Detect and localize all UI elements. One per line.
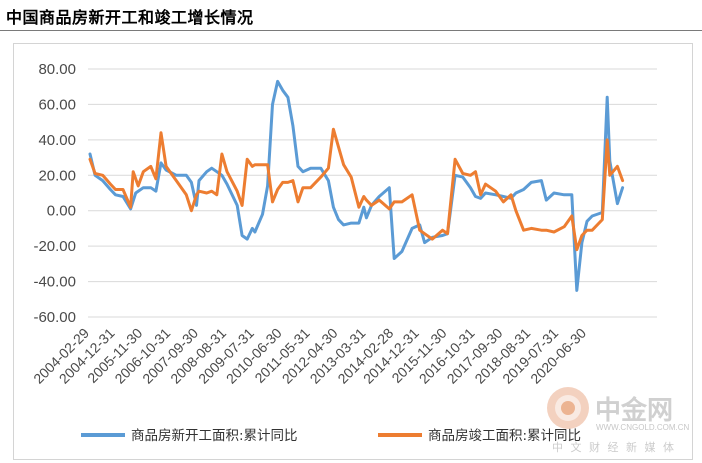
y-tick-label: 80.00 xyxy=(38,61,76,78)
title-divider xyxy=(0,30,702,31)
x-axis-ticks: 2004-02-292004-12-312005-11-302006-10-31… xyxy=(30,325,589,387)
watermark-logo-icon xyxy=(547,387,589,429)
y-tick-label: 60.00 xyxy=(38,96,76,113)
series-layer xyxy=(88,79,625,292)
y-tick-label: -20.00 xyxy=(33,238,76,255)
y-tick-label: 40.00 xyxy=(38,132,76,149)
series-line-1 xyxy=(88,79,625,292)
legend-label-series-2: 商品房竣工面积:累计同比 xyxy=(428,428,581,444)
chart-legend: 商品房新开工面积:累计同比 商品房竣工面积:累计同比 xyxy=(81,428,581,444)
y-tick-label: 20.00 xyxy=(38,167,76,184)
watermark: 中金网 WWW.CNGOLD.COM.CN 中 文 财 经 新 媒 体 xyxy=(547,387,690,454)
chart-frame xyxy=(13,43,693,460)
y-tick-label: -40.00 xyxy=(33,274,76,291)
series-line-2 xyxy=(88,127,625,252)
watermark-name: 中金网 xyxy=(595,395,673,426)
page-title: 中国商品房新开工和竣工增长情况 xyxy=(6,8,254,27)
y-tick-label: -60.00 xyxy=(33,309,76,326)
watermark-tagline: 中 文 财 经 新 媒 体 xyxy=(552,440,676,454)
watermark-url: WWW.CNGOLD.COM.CN xyxy=(596,423,690,432)
legend-label-series-1: 商品房新开工面积:累计同比 xyxy=(131,428,298,444)
y-axis-ticks: 80.00 60.00 40.00 20.00 0.00 -20.00 -40.00 -60.… xyxy=(33,61,76,326)
grid-layer xyxy=(88,68,657,318)
y-tick-label: 0.00 xyxy=(47,203,76,220)
